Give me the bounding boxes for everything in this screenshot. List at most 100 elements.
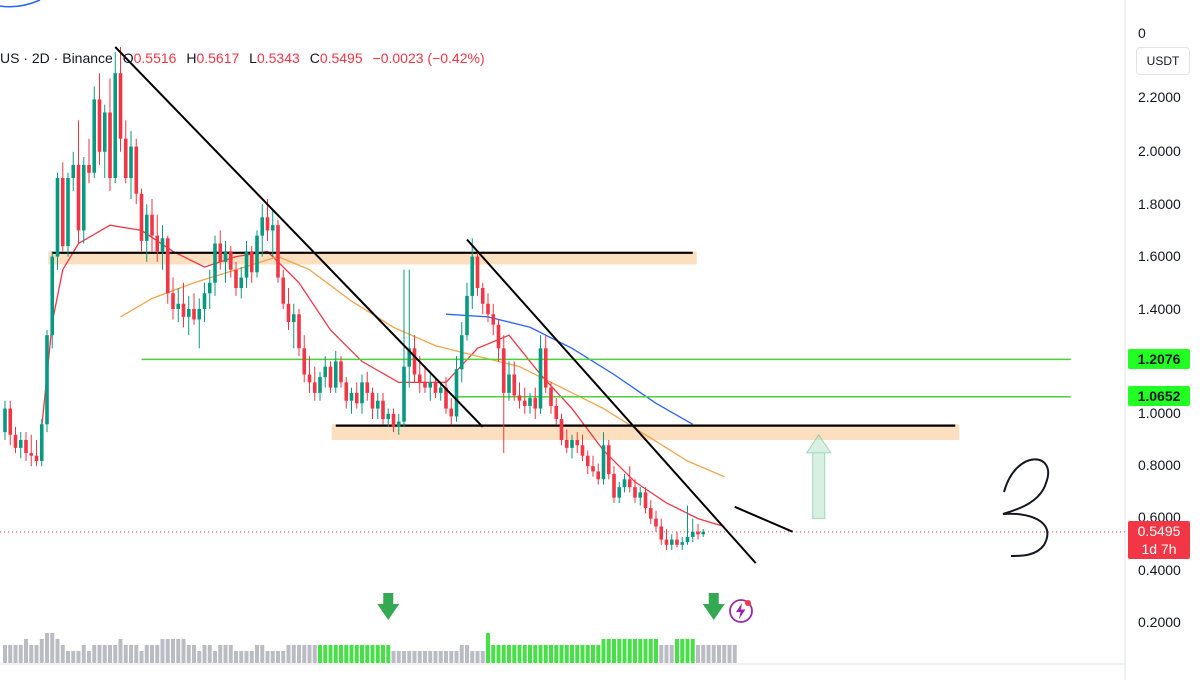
low-label: L: [249, 50, 257, 66]
volume-bar: [223, 645, 228, 663]
currency-selector[interactable]: USDT: [1136, 47, 1190, 75]
close-value: 0.5495: [319, 50, 363, 66]
high-value: 0.5617: [196, 50, 240, 66]
candle-body: [218, 243, 223, 262]
volume-bar: [113, 645, 118, 663]
candle-body: [181, 303, 186, 317]
volume-bar: [197, 651, 202, 663]
candle-body: [333, 361, 338, 388]
volume-bar: [386, 645, 391, 663]
candle-body: [591, 466, 595, 472]
volume-bar: [381, 645, 385, 663]
candle-body: [302, 348, 307, 375]
volume-bar: [97, 645, 102, 663]
candle-body: [186, 309, 191, 317]
candle-body: [659, 526, 664, 540]
candle-body: [449, 408, 454, 417]
candle-body: [627, 479, 632, 488]
change-value: −0.0023 (−0.42%): [372, 50, 485, 66]
volume-bar: [675, 639, 679, 663]
candle-body: [55, 178, 60, 257]
candle-body: [402, 366, 406, 422]
candle-body: [281, 277, 286, 304]
price-tick: 1.4000: [1138, 301, 1181, 317]
candle-body: [213, 243, 217, 283]
candle-body: [606, 445, 611, 475]
candle-body: [197, 309, 202, 320]
volume-bar: [633, 639, 637, 663]
volume-bar: [50, 633, 55, 663]
volume-bar: [270, 651, 275, 663]
candle-body: [323, 366, 328, 378]
candle-body: [108, 112, 112, 178]
volume-bar: [365, 645, 370, 663]
symbol-fragment[interactable]: US · 2D · Binance: [0, 50, 113, 66]
candle-body: [113, 73, 118, 178]
candle-body: [207, 282, 212, 294]
moving-average-line: [41, 224, 725, 528]
candle-body: [134, 146, 139, 194]
price-tick: 0.8000: [1138, 457, 1181, 473]
volume-bar: [486, 633, 490, 663]
candle-body: [648, 508, 653, 519]
candle-body: [396, 421, 401, 427]
volume-bar: [18, 645, 23, 663]
moving-average-line: [445, 313, 694, 425]
volume-bar: [617, 639, 622, 663]
volume-bar: [701, 645, 706, 663]
candle-body: [522, 400, 527, 406]
volume-bar: [591, 645, 595, 663]
candle-body: [669, 539, 674, 545]
volume-bar: [34, 645, 39, 663]
candle-body: [507, 374, 511, 393]
volume-bar: [459, 645, 464, 663]
candle-body: [76, 164, 81, 231]
candle-body: [50, 256, 55, 336]
volume-bar: [601, 639, 606, 663]
candle-body: [291, 314, 296, 323]
candle-body: [664, 539, 669, 545]
candle-body: [92, 99, 97, 173]
volume-bar: [643, 639, 648, 663]
price-tick: 0.4000: [1138, 562, 1181, 578]
candle-body: [81, 164, 86, 231]
target-arrow: [805, 433, 832, 520]
volume-bar: [664, 645, 669, 663]
volume-bar: [8, 645, 13, 663]
volume-bar: [218, 645, 223, 663]
volume-bar: [192, 645, 196, 663]
volume-bar: [150, 645, 154, 663]
volume-bar: [654, 639, 658, 663]
volume-bar: [328, 645, 333, 663]
volume-bar: [228, 645, 233, 663]
candle-body: [344, 382, 349, 401]
candle-body: [617, 487, 622, 498]
volume-bar: [612, 639, 616, 663]
candle-body: [501, 348, 506, 393]
last-price-value: 0.5495: [1137, 523, 1181, 539]
candle-body: [123, 138, 128, 178]
candle-body: [66, 178, 70, 247]
candle-body: [265, 217, 270, 231]
price-tick: 0.2000: [1138, 614, 1181, 630]
volume-bar: [176, 639, 181, 663]
candle-body: [454, 369, 459, 417]
volume-bar: [680, 639, 685, 663]
candle-body: [365, 382, 370, 393]
arrow-shaft: [383, 593, 394, 604]
lightning-bolt-icon[interactable]: [728, 598, 754, 624]
volume-bar: [402, 651, 406, 663]
volume-bar: [423, 651, 427, 663]
volume-bar: [659, 645, 664, 663]
target-arrow-head: [805, 433, 832, 454]
volume-bar: [108, 645, 112, 663]
candle-body: [29, 453, 34, 456]
candle-body: [144, 214, 149, 241]
candle-body: [633, 487, 637, 498]
candle-body: [559, 419, 564, 440]
price-zone: [48, 251, 697, 265]
volume-bar: [528, 645, 532, 663]
candle-body: [165, 238, 170, 294]
